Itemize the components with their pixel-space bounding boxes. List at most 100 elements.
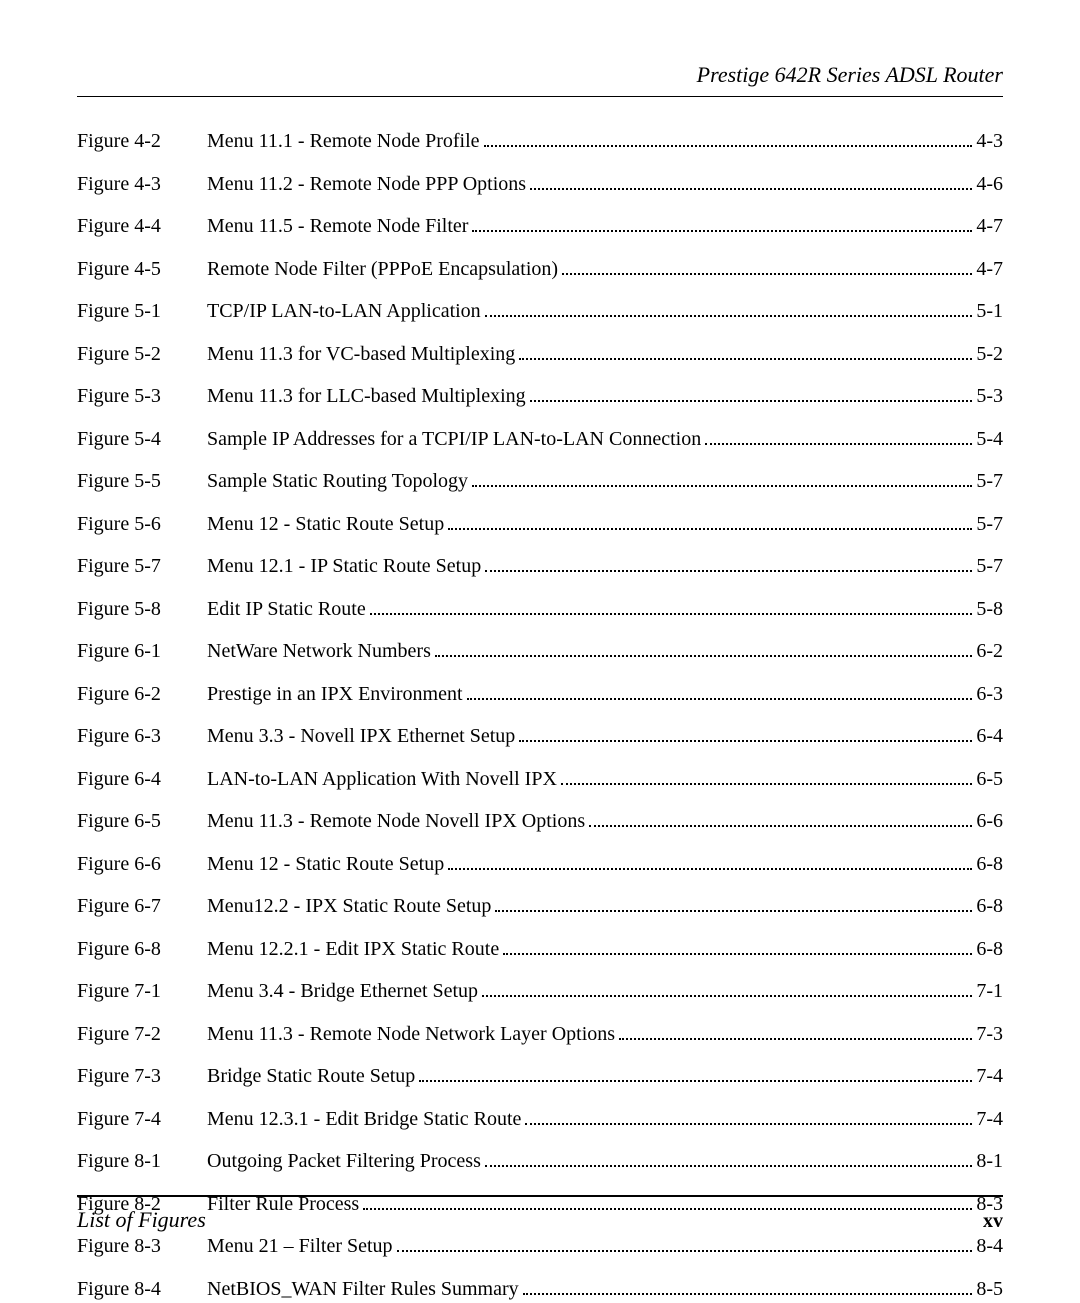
figure-label: Figure 6-1 xyxy=(77,637,207,665)
page-footer: List of Figures xv xyxy=(77,1195,1003,1233)
figure-label: Figure 6-8 xyxy=(77,935,207,963)
figure-label: Figure 5-2 xyxy=(77,340,207,368)
page-number: 5-8 xyxy=(976,595,1003,623)
page-number: 5-7 xyxy=(976,510,1003,538)
figure-title: Menu 11.1 - Remote Node Profile xyxy=(207,127,480,155)
toc-row: Figure 5-6Menu 12 - Static Route Setup 5-… xyxy=(77,510,1003,538)
figure-title: Menu 11.3 for LLC-based Multiplexing xyxy=(207,382,526,410)
toc-row: Figure 7-3Bridge Static Route Setup7-4 xyxy=(77,1062,1003,1090)
leader-dots xyxy=(485,570,972,572)
figure-label: Figure 7-2 xyxy=(77,1020,207,1048)
leader-dots xyxy=(561,783,972,785)
toc-row: Figure 5-1TCP/IP LAN-to-LAN Application 5… xyxy=(77,297,1003,325)
page-number: 5-1 xyxy=(976,297,1003,325)
figure-label: Figure 4-5 xyxy=(77,255,207,283)
figure-title: Menu 12.3.1 - Edit Bridge Static Route xyxy=(207,1105,521,1133)
figure-label: Figure 4-2 xyxy=(77,127,207,155)
leader-dots xyxy=(435,655,972,657)
leader-dots xyxy=(562,273,972,275)
figure-title: Menu 3.3 - Novell IPX Ethernet Setup xyxy=(207,722,515,750)
toc-row: Figure 8-3Menu 21 – Filter Setup8-4 xyxy=(77,1232,1003,1260)
toc-row: Figure 5-2Menu 11.3 for VC-based Multipl… xyxy=(77,340,1003,368)
figure-title: Remote Node Filter (PPPoE Encapsulation) xyxy=(207,255,558,283)
toc-row: Figure 5-8Edit IP Static Route5-8 xyxy=(77,595,1003,623)
footer-section-title: List of Figures xyxy=(77,1207,206,1233)
toc-row: Figure 6-1NetWare Network Numbers 6-2 xyxy=(77,637,1003,665)
toc-row: Figure 5-3Menu 11.3 for LLC-based Multip… xyxy=(77,382,1003,410)
figure-label: Figure 7-3 xyxy=(77,1062,207,1090)
page-number: 6-2 xyxy=(976,637,1003,665)
page-header: Prestige 642R Series ADSL Router xyxy=(77,62,1003,97)
figure-label: Figure 6-3 xyxy=(77,722,207,750)
toc-row: Figure 6-2Prestige in an IPX Environment… xyxy=(77,680,1003,708)
toc-row: Figure 5-5Sample Static Routing Topology… xyxy=(77,467,1003,495)
leader-dots xyxy=(482,995,972,997)
footer-line: List of Figures xv xyxy=(77,1195,1003,1233)
page-number: 5-7 xyxy=(976,552,1003,580)
toc-row: Figure 4-3Menu 11.2 - Remote Node PPP Op… xyxy=(77,170,1003,198)
toc-row: Figure 7-1Menu 3.4 - Bridge Ethernet Set… xyxy=(77,977,1003,1005)
page-number: 6-3 xyxy=(976,680,1003,708)
leader-dots xyxy=(370,613,973,615)
page-number: 8-5 xyxy=(976,1275,1003,1303)
figure-label: Figure 5-6 xyxy=(77,510,207,538)
leader-dots xyxy=(530,188,972,190)
footer-page-number: xv xyxy=(983,1210,1003,1233)
toc-row: Figure 6-6Menu 12 - Static Route Setup6-… xyxy=(77,850,1003,878)
figure-title: Menu 11.3 - Remote Node Novell IPX Optio… xyxy=(207,807,585,835)
figure-title: Menu 12.2.1 - Edit IPX Static Route xyxy=(207,935,499,963)
figure-title: LAN-to-LAN Application With Novell IPX xyxy=(207,765,557,793)
toc-row: Figure 7-4Menu 12.3.1 - Edit Bridge Stat… xyxy=(77,1105,1003,1133)
figure-title: TCP/IP LAN-to-LAN Application xyxy=(207,297,481,325)
page-number: 6-8 xyxy=(976,850,1003,878)
figure-label: Figure 7-1 xyxy=(77,977,207,1005)
leader-dots xyxy=(619,1038,972,1040)
figure-label: Figure 5-8 xyxy=(77,595,207,623)
toc-row: Figure 6-7Menu12.2 - IPX Static Route Se… xyxy=(77,892,1003,920)
leader-dots xyxy=(419,1080,972,1082)
figure-title: Sample IP Addresses for a TCPI/IP LAN-to… xyxy=(207,425,701,453)
figure-title: Menu 11.3 for VC-based Multiplexing xyxy=(207,340,515,368)
page-number: 4-7 xyxy=(976,255,1003,283)
leader-dots xyxy=(485,315,973,317)
figure-label: Figure 4-4 xyxy=(77,212,207,240)
figure-label: Figure 5-5 xyxy=(77,467,207,495)
page-number: 5-7 xyxy=(976,467,1003,495)
page-number: 6-5 xyxy=(976,765,1003,793)
figure-label: Figure 6-7 xyxy=(77,892,207,920)
figure-title: Prestige in an IPX Environment xyxy=(207,680,463,708)
page-number: 8-4 xyxy=(976,1232,1003,1260)
toc-row: Figure 6-8Menu 12.2.1 - Edit IPX Static … xyxy=(77,935,1003,963)
leader-dots xyxy=(523,1293,973,1295)
list-of-figures: Figure 4-2Menu 11.1 - Remote Node Profil… xyxy=(77,127,1003,1303)
figure-label: Figure 5-3 xyxy=(77,382,207,410)
leader-dots xyxy=(519,740,972,742)
toc-row: Figure 4-5Remote Node Filter (PPPoE Enca… xyxy=(77,255,1003,283)
figure-label: Figure 5-7 xyxy=(77,552,207,580)
page-number: 6-4 xyxy=(976,722,1003,750)
figure-title: NetWare Network Numbers xyxy=(207,637,431,665)
figure-title: Menu 12 - Static Route Setup xyxy=(207,510,444,538)
figure-title: Bridge Static Route Setup xyxy=(207,1062,415,1090)
figure-title: NetBIOS_WAN Filter Rules Summary xyxy=(207,1275,519,1303)
toc-row: Figure 6-5Menu 11.3 - Remote Node Novell… xyxy=(77,807,1003,835)
figure-title: Sample Static Routing Topology xyxy=(207,467,468,495)
toc-row: Figure 4-2Menu 11.1 - Remote Node Profil… xyxy=(77,127,1003,155)
toc-row: Figure 8-1Outgoing Packet Filtering Proc… xyxy=(77,1147,1003,1175)
leader-dots xyxy=(397,1250,973,1252)
figure-label: Figure 5-4 xyxy=(77,425,207,453)
page-number: 5-3 xyxy=(976,382,1003,410)
figure-label: Figure 6-5 xyxy=(77,807,207,835)
leader-dots xyxy=(705,443,972,445)
figure-title: Menu 12 - Static Route Setup xyxy=(207,850,444,878)
page-number: 5-4 xyxy=(976,425,1003,453)
page-number: 6-8 xyxy=(976,935,1003,963)
page-number: 7-1 xyxy=(976,977,1003,1005)
leader-dots xyxy=(467,698,973,700)
figure-label: Figure 5-1 xyxy=(77,297,207,325)
figure-label: Figure 8-4 xyxy=(77,1275,207,1303)
header-title: Prestige 642R Series ADSL Router xyxy=(77,62,1003,97)
leader-dots xyxy=(525,1123,972,1125)
leader-dots xyxy=(472,485,972,487)
page-number: 7-4 xyxy=(976,1105,1003,1133)
